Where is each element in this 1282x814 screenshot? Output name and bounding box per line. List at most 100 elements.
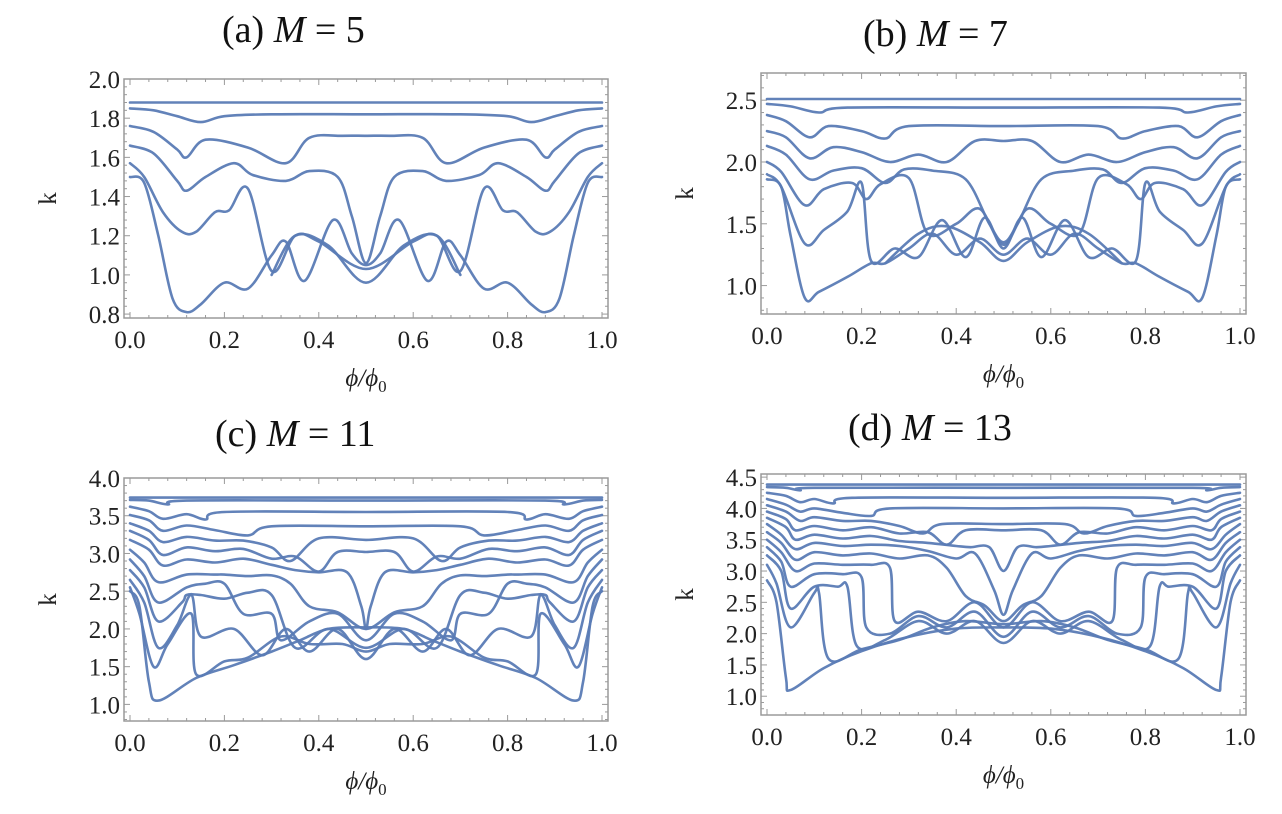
- y-tick-label: 4.5: [726, 465, 757, 492]
- title-variable: M: [273, 9, 306, 51]
- series-line-3: [765, 491, 1242, 505]
- y-axis-label: k: [35, 192, 62, 205]
- series-line-7: [765, 516, 1242, 573]
- x-axis-label: ϕ/ϕ0: [345, 365, 386, 396]
- panel-c: (c) M = 11 0.0 0.2 0.4 0.6 0.8 1.0 1.0 1.5 2.0 2.…: [0, 400, 641, 814]
- x-tick-label: 0.0: [751, 323, 782, 350]
- x-axis-label: ϕ/ϕ0: [983, 762, 1024, 793]
- series-line-4: [765, 129, 1242, 164]
- series-line-6: [128, 175, 604, 314]
- series-line-5: [765, 144, 1242, 244]
- series-line-7: [765, 173, 1242, 265]
- x-tick-label: 0.4: [303, 730, 335, 757]
- series-line-6: [128, 529, 604, 573]
- x-tick-label: 0.6: [1035, 724, 1066, 751]
- title-value: = 11: [307, 413, 376, 455]
- y-tick-label: 1.5: [726, 212, 757, 239]
- y-tick-label: 2.5: [726, 88, 757, 115]
- series-line-11: [765, 545, 1242, 639]
- y-tick-label: 0.8: [89, 302, 120, 329]
- x-tick-label: 0.6: [398, 730, 429, 757]
- series-line-11: [128, 578, 604, 661]
- x-tick-label: 0.8: [1130, 724, 1161, 751]
- series-line-5: [128, 161, 604, 274]
- x-tick-label: 0.4: [303, 327, 335, 354]
- panel-title: (a) M = 5: [222, 8, 365, 52]
- series-line-4: [128, 513, 604, 537]
- panel-title: (c) M = 11: [215, 412, 375, 456]
- y-axis-label: k: [35, 593, 62, 606]
- x-tick-label: 0.6: [1035, 323, 1066, 350]
- panel-d: (d) M = 13 0.0 0.2 0.4 0.6 0.8 1.0 1.0 1.5 2.0 2.…: [641, 400, 1282, 814]
- x-tick-label: 0.4: [941, 724, 973, 751]
- title-variable: M: [266, 413, 299, 455]
- plot-d: 0.0 0.2 0.4 0.6 0.8 1.0 1.0 1.5 2.0 2.5 3.0 3.5 4.0 4…: [672, 465, 1256, 793]
- y-tick-label: 3.5: [89, 504, 120, 531]
- x-tick-label: 1.0: [1224, 724, 1255, 751]
- x-tick-label: 0.8: [492, 327, 523, 354]
- title-variable: M: [901, 407, 934, 449]
- y-tick-label: 2.0: [726, 150, 757, 177]
- y-tick-label: 1.5: [89, 655, 120, 682]
- series-group: [765, 97, 1242, 303]
- y-axis-label: k: [672, 187, 699, 200]
- panel-title: (d) M = 13: [848, 406, 1012, 450]
- x-tick-label: 0.2: [209, 327, 240, 354]
- panel-label: (d): [848, 407, 893, 449]
- series-group: [128, 101, 604, 314]
- plot-frame: [760, 473, 1247, 716]
- series-line-8: [765, 522, 1242, 617]
- x-tick-label: 0.2: [846, 323, 877, 350]
- plot-c: 0.0 0.2 0.4 0.6 0.8 1.0 1.0 1.5 2.0 2.5 3.0 3.5 4.0 k…: [35, 466, 618, 799]
- title-value: = 7: [957, 13, 1008, 55]
- series-line-5: [765, 504, 1242, 535]
- y-tick-label: 1.0: [89, 692, 120, 719]
- x-tick-label: 1.0: [586, 327, 617, 354]
- panel-label: (a): [222, 9, 265, 51]
- y-tick-label: 1.0: [726, 274, 757, 301]
- plot-frame: [123, 78, 609, 319]
- series-line-6: [765, 510, 1242, 546]
- series-line-3: [128, 505, 604, 521]
- x-tick-label: 0.6: [398, 327, 429, 354]
- y-tick-label: 1.0: [89, 263, 120, 290]
- y-tick-label: 2.5: [89, 579, 120, 606]
- series-group: [765, 483, 1242, 692]
- y-tick-label: 4.0: [89, 466, 120, 493]
- y-tick-label: 2.0: [726, 622, 757, 649]
- title-variable: M: [916, 13, 949, 55]
- series-line-12: [765, 554, 1242, 651]
- series-line-2: [765, 102, 1242, 114]
- series-line-7: [270, 232, 462, 284]
- y-tick-label: 1.4: [89, 185, 121, 212]
- x-axis-label: ϕ/ϕ0: [345, 768, 386, 799]
- y-tick-label: 1.0: [726, 684, 757, 711]
- plot-a: 0.0 0.2 0.4 0.6 0.8 1.0 0.8 1.0 1.2 1.4 1.6 1.8 2.0 k…: [35, 67, 618, 396]
- series-line-13: [128, 589, 604, 702]
- x-tick-label: 0.0: [751, 724, 782, 751]
- series-line-2: [128, 498, 604, 506]
- title-value: = 13: [942, 407, 1012, 449]
- series-line-3: [128, 124, 604, 165]
- series-line-9: [765, 530, 1242, 623]
- x-tick-label: 0.4: [941, 323, 973, 350]
- panel-label: (c): [215, 413, 258, 455]
- plot-frame: [123, 477, 609, 722]
- y-tick-label: 4.0: [726, 496, 757, 523]
- series-line-9: [128, 558, 604, 642]
- series-line-4: [765, 497, 1242, 518]
- series-line-2: [765, 485, 1242, 492]
- x-tick-label: 0.8: [1130, 323, 1161, 350]
- y-tick-label: 2.0: [89, 617, 120, 644]
- x-tick-label: 1.0: [586, 730, 617, 757]
- y-tick-label: 1.8: [89, 106, 120, 133]
- panel-label: (b): [863, 13, 908, 55]
- y-tick-label: 3.0: [726, 559, 757, 586]
- y-tick-label: 3.0: [89, 541, 120, 568]
- x-tick-label: 0.0: [114, 730, 145, 757]
- plot-frame: [760, 72, 1247, 315]
- plot-b: 0.0 0.2 0.4 0.6 0.8 1.0 1.0 1.5 2.0 2.5 k ϕ/ϕ0: [672, 72, 1256, 392]
- series-line-10: [128, 568, 604, 650]
- series-line-13: [765, 563, 1242, 663]
- y-tick-label: 3.5: [726, 528, 757, 555]
